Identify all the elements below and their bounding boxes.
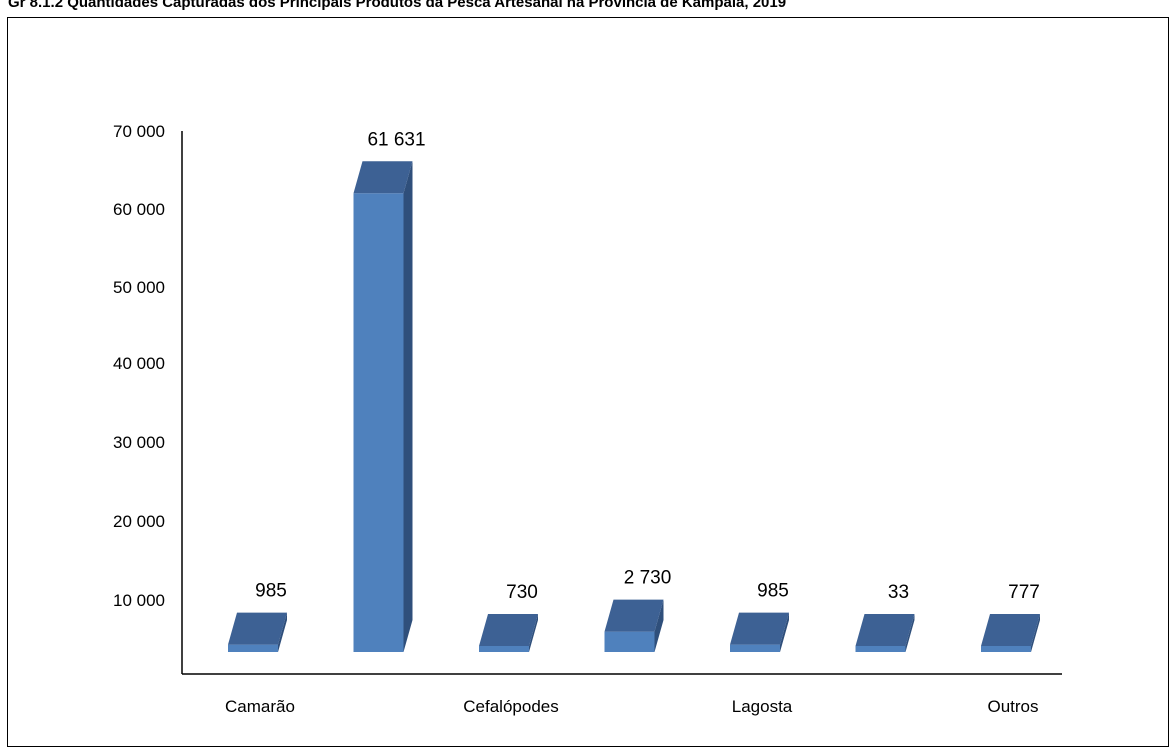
bar-top <box>730 612 789 645</box>
bar <box>604 599 664 652</box>
chart-bars <box>228 161 1040 652</box>
bar-side <box>780 612 789 652</box>
bar <box>353 161 413 652</box>
data-label: 33 <box>888 582 909 603</box>
bar-front <box>228 644 278 652</box>
bar-side <box>1031 614 1040 652</box>
bar-front <box>855 646 906 652</box>
bar-side <box>529 614 538 652</box>
bar-top <box>479 614 538 646</box>
bar-top <box>353 161 413 194</box>
bar-top <box>981 614 1040 646</box>
data-label: 985 <box>757 581 789 602</box>
y-tick-label: 20 000 <box>113 512 165 531</box>
bar <box>479 614 538 652</box>
y-tick-label: 30 000 <box>113 433 165 452</box>
bar-front <box>479 646 529 652</box>
x-tick-label: Lagosta <box>732 697 793 716</box>
bar <box>228 612 287 652</box>
x-tick-label: Camarão <box>225 697 295 716</box>
chart-title: Gr 8.1.2 Quantidades Capturadas dos Prin… <box>8 0 787 11</box>
bar <box>855 614 915 652</box>
bar-front <box>604 631 655 652</box>
bar-side <box>278 612 287 652</box>
data-label: 985 <box>255 581 287 602</box>
x-tick-label: Outros <box>987 697 1038 716</box>
bar-top <box>228 612 287 645</box>
y-tick-label: 10 000 <box>113 591 165 610</box>
bar-front <box>353 193 404 652</box>
data-label: 777 <box>1008 582 1040 603</box>
data-label: 61 631 <box>367 129 425 150</box>
y-tick-label: 60 000 <box>113 200 165 219</box>
y-tick-label: 40 000 <box>113 354 165 373</box>
bar-front <box>981 646 1031 652</box>
bar-top <box>855 614 915 646</box>
bar-side <box>654 599 664 652</box>
data-label: 730 <box>506 582 538 603</box>
bar-side <box>403 161 413 652</box>
bar <box>981 614 1040 652</box>
bar-side <box>905 614 915 652</box>
chart-labels: 985 Camarão 61 631 730 Cefalópodes 2 730 985 La… <box>225 129 1040 716</box>
bar-front <box>730 644 780 652</box>
bar-top <box>604 599 664 632</box>
y-tick-label: 70 000 <box>113 122 165 141</box>
bar <box>730 612 789 652</box>
y-tick-label: 50 000 <box>113 278 165 297</box>
chart-axes: 10 000 20 000 30 000 40 000 50 000 60 000 70 0… <box>113 122 1062 675</box>
x-tick-label: Cefalópodes <box>463 697 558 716</box>
data-label: 2 730 <box>624 568 672 589</box>
